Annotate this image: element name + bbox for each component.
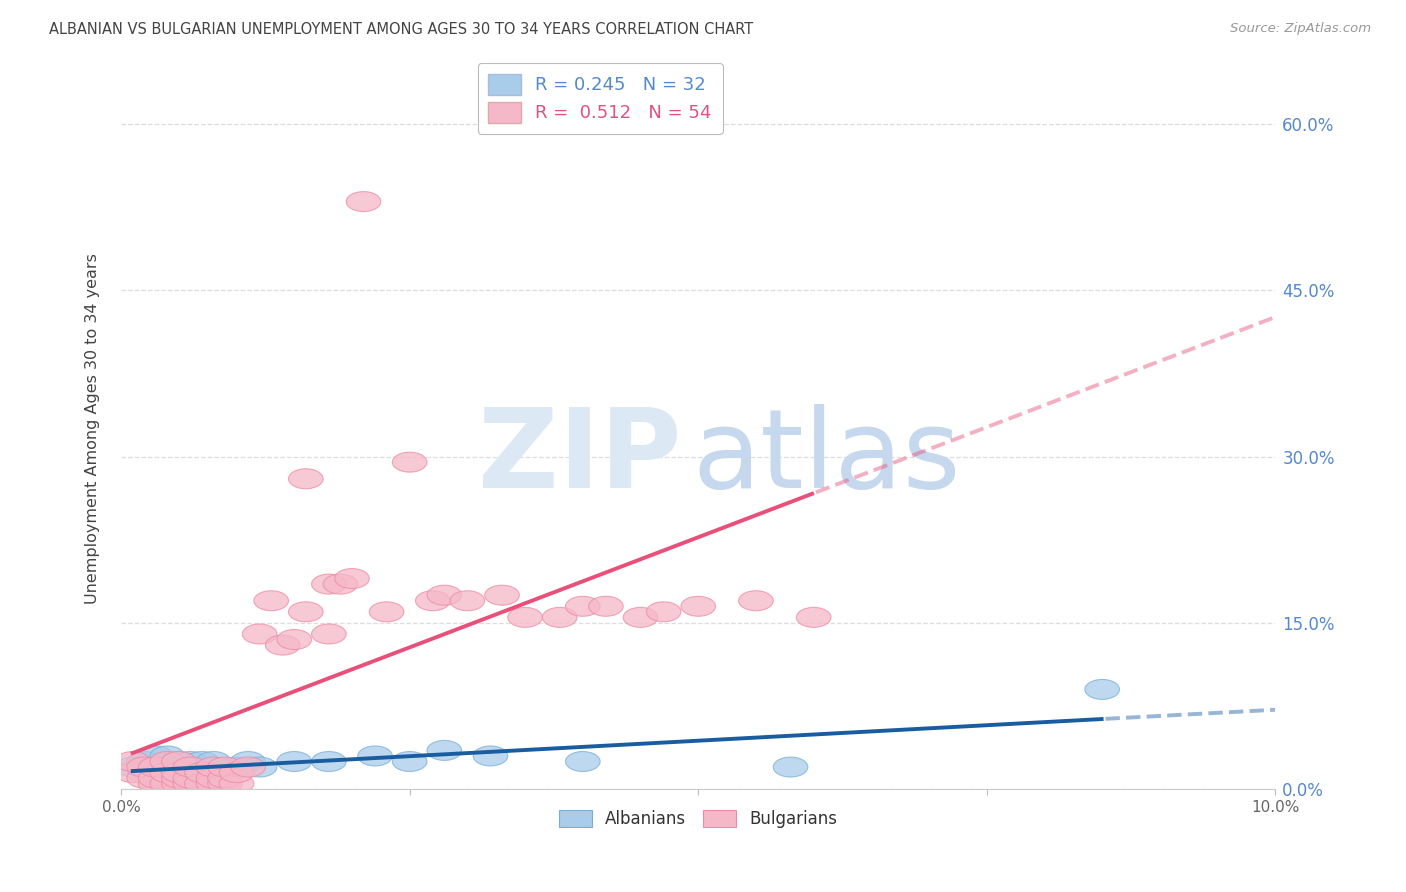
Ellipse shape <box>219 773 254 794</box>
Ellipse shape <box>173 757 208 777</box>
Ellipse shape <box>312 752 346 772</box>
Ellipse shape <box>231 752 266 772</box>
Ellipse shape <box>150 752 184 772</box>
Ellipse shape <box>208 757 242 777</box>
Ellipse shape <box>150 763 184 782</box>
Ellipse shape <box>681 596 716 616</box>
Ellipse shape <box>184 752 219 772</box>
Ellipse shape <box>173 757 208 777</box>
Ellipse shape <box>231 757 266 777</box>
Ellipse shape <box>357 746 392 766</box>
Text: atlas: atlas <box>692 404 960 511</box>
Ellipse shape <box>508 607 543 627</box>
Ellipse shape <box>208 768 242 789</box>
Ellipse shape <box>138 768 173 789</box>
Ellipse shape <box>415 591 450 611</box>
Ellipse shape <box>392 752 427 772</box>
Ellipse shape <box>565 596 600 616</box>
Ellipse shape <box>208 763 242 782</box>
Ellipse shape <box>138 773 173 794</box>
Ellipse shape <box>138 757 173 777</box>
Ellipse shape <box>162 768 197 789</box>
Ellipse shape <box>335 568 370 589</box>
Ellipse shape <box>219 763 254 782</box>
Ellipse shape <box>543 607 576 627</box>
Ellipse shape <box>150 773 184 794</box>
Ellipse shape <box>162 757 197 777</box>
Ellipse shape <box>392 452 427 472</box>
Ellipse shape <box>773 757 808 777</box>
Ellipse shape <box>184 773 219 794</box>
Ellipse shape <box>150 757 184 777</box>
Ellipse shape <box>197 768 231 789</box>
Text: Source: ZipAtlas.com: Source: ZipAtlas.com <box>1230 22 1371 36</box>
Ellipse shape <box>370 602 404 622</box>
Ellipse shape <box>738 591 773 611</box>
Ellipse shape <box>162 763 197 782</box>
Ellipse shape <box>288 602 323 622</box>
Ellipse shape <box>266 635 299 655</box>
Ellipse shape <box>474 746 508 766</box>
Ellipse shape <box>150 763 184 782</box>
Ellipse shape <box>647 602 681 622</box>
Ellipse shape <box>197 752 231 772</box>
Ellipse shape <box>219 757 254 777</box>
Ellipse shape <box>162 752 197 772</box>
Text: ZIP: ZIP <box>478 404 681 511</box>
Ellipse shape <box>138 768 173 789</box>
Ellipse shape <box>115 752 150 772</box>
Ellipse shape <box>277 630 312 649</box>
Ellipse shape <box>197 773 231 794</box>
Ellipse shape <box>254 591 288 611</box>
Ellipse shape <box>127 752 162 772</box>
Ellipse shape <box>115 763 150 782</box>
Ellipse shape <box>242 624 277 644</box>
Ellipse shape <box>288 469 323 489</box>
Ellipse shape <box>138 757 173 777</box>
Ellipse shape <box>127 768 162 789</box>
Ellipse shape <box>589 596 623 616</box>
Ellipse shape <box>485 585 519 605</box>
Ellipse shape <box>138 746 173 766</box>
Ellipse shape <box>450 591 485 611</box>
Ellipse shape <box>162 768 197 789</box>
Ellipse shape <box>127 763 162 782</box>
Ellipse shape <box>323 574 357 594</box>
Ellipse shape <box>565 752 600 772</box>
Ellipse shape <box>427 740 461 760</box>
Ellipse shape <box>162 773 197 794</box>
Ellipse shape <box>1085 680 1119 699</box>
Ellipse shape <box>162 752 197 772</box>
Ellipse shape <box>623 607 658 627</box>
Ellipse shape <box>346 192 381 211</box>
Ellipse shape <box>796 607 831 627</box>
Ellipse shape <box>173 773 208 794</box>
Ellipse shape <box>173 768 208 789</box>
Ellipse shape <box>184 763 219 782</box>
Ellipse shape <box>150 746 184 766</box>
Text: ALBANIAN VS BULGARIAN UNEMPLOYMENT AMONG AGES 30 TO 34 YEARS CORRELATION CHART: ALBANIAN VS BULGARIAN UNEMPLOYMENT AMONG… <box>49 22 754 37</box>
Ellipse shape <box>173 768 208 789</box>
Ellipse shape <box>197 757 231 777</box>
Ellipse shape <box>197 763 231 782</box>
Y-axis label: Unemployment Among Ages 30 to 34 years: Unemployment Among Ages 30 to 34 years <box>86 253 100 604</box>
Ellipse shape <box>312 624 346 644</box>
Ellipse shape <box>127 757 162 777</box>
Ellipse shape <box>115 757 150 777</box>
Ellipse shape <box>208 773 242 794</box>
Ellipse shape <box>173 752 208 772</box>
Legend: Albanians, Bulgarians: Albanians, Bulgarians <box>553 804 845 835</box>
Ellipse shape <box>184 763 219 782</box>
Ellipse shape <box>277 752 312 772</box>
Ellipse shape <box>312 574 346 594</box>
Ellipse shape <box>242 757 277 777</box>
Ellipse shape <box>427 585 461 605</box>
